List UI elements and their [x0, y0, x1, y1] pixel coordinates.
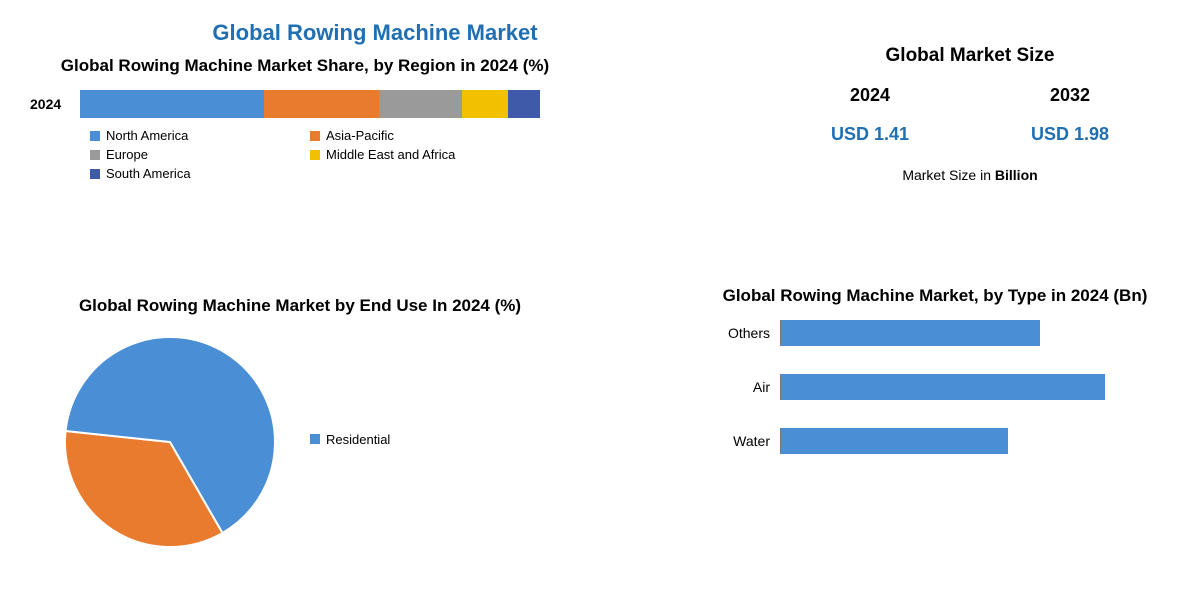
legend-swatch — [90, 169, 100, 179]
type-bar-row: Water — [700, 428, 1170, 454]
region-segment — [379, 90, 462, 118]
market-size-caption-bold: Billion — [995, 167, 1038, 183]
type-bar-track — [780, 428, 1170, 454]
region-share-legend: North America Asia-Pacific Europe Middle Ea… — [90, 128, 530, 181]
type-bar-label: Water — [700, 433, 780, 449]
legend-swatch — [310, 150, 320, 160]
legend-item: Middle East and Africa — [310, 147, 530, 162]
legend-swatch — [90, 131, 100, 141]
market-size-value-1: USD 1.98 — [1031, 124, 1109, 145]
legend-swatch — [310, 131, 320, 141]
type-bar-section: Global Rowing Machine Market, by Type in… — [700, 285, 1170, 482]
region-share-stacked-bar — [80, 90, 540, 118]
legend-swatch — [310, 434, 320, 444]
region-segment — [264, 90, 379, 118]
type-bar-track — [780, 374, 1170, 400]
market-size-title: Global Market Size — [770, 45, 1170, 67]
market-size-value-0: USD 1.41 — [831, 124, 909, 145]
region-share-row: 2024 — [30, 90, 590, 118]
legend-label: Europe — [106, 147, 148, 162]
end-use-pie-chart — [60, 332, 280, 552]
type-bar — [781, 374, 1105, 400]
type-bar-label: Others — [700, 325, 780, 341]
region-segment — [508, 90, 540, 118]
legend-item: Europe — [90, 147, 310, 162]
type-bar-label: Air — [700, 379, 780, 395]
page-title: Global Rowing Machine Market — [0, 20, 1190, 46]
market-size-years-row: 2024 USD 1.41 2032 USD 1.98 — [770, 85, 1170, 145]
legend-item: Residential — [310, 432, 390, 447]
end-use-pie-section: Global Rowing Machine Market by End Use … — [20, 295, 580, 552]
end-use-pie-legend: Residential — [310, 432, 390, 453]
legend-swatch — [90, 150, 100, 160]
type-bar-title: Global Rowing Machine Market, by Type in… — [700, 285, 1170, 306]
legend-item: North America — [90, 128, 310, 143]
region-share-year-label: 2024 — [30, 96, 70, 112]
region-segment — [462, 90, 508, 118]
market-size-caption: Market Size in Billion — [770, 167, 1170, 183]
type-bar-row: Air — [700, 374, 1170, 400]
legend-label: Middle East and Africa — [326, 147, 455, 162]
type-bar — [781, 428, 1008, 454]
legend-label: North America — [106, 128, 188, 143]
type-bar — [781, 320, 1040, 346]
legend-label: South America — [106, 166, 191, 181]
region-share-section: Global Rowing Machine Market Share, by R… — [20, 55, 590, 181]
market-size-panel: Global Market Size 2024 USD 1.41 2032 US… — [770, 45, 1170, 183]
legend-label: Asia-Pacific — [326, 128, 394, 143]
market-size-year-0: 2024 — [831, 85, 909, 106]
end-use-pie-title: Global Rowing Machine Market by End Use … — [20, 295, 580, 316]
region-segment — [80, 90, 264, 118]
market-size-year-1: 2032 — [1031, 85, 1109, 106]
type-bar-track — [780, 320, 1170, 346]
type-bar-row: Others — [700, 320, 1170, 346]
region-share-title: Global Rowing Machine Market Share, by R… — [20, 55, 590, 76]
legend-label: Residential — [326, 432, 390, 447]
market-size-caption-prefix: Market Size in — [902, 167, 995, 183]
legend-item: South America — [90, 166, 310, 181]
type-bar-rows: Others Air Water — [700, 320, 1170, 454]
legend-item: Asia-Pacific — [310, 128, 530, 143]
